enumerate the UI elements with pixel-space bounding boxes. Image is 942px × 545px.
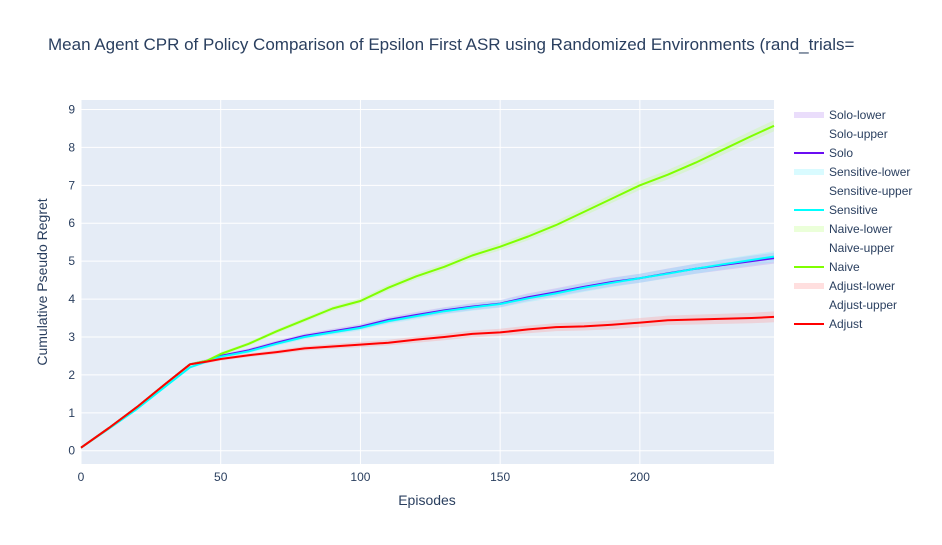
legend-item-adjust[interactable]: Adjust xyxy=(794,317,863,331)
legend-item-naive-lower[interactable]: Naive-lower xyxy=(794,222,892,236)
y-tick-label: 3 xyxy=(68,330,75,344)
legend-swatch xyxy=(794,283,824,289)
x-tick-label: 200 xyxy=(630,470,650,484)
band-naive xyxy=(81,120,774,449)
legend-item-solo[interactable]: Solo xyxy=(794,146,853,160)
y-tick-label: 0 xyxy=(68,444,75,458)
x-tick-label: 0 xyxy=(78,470,85,484)
y-tick-label: 8 xyxy=(68,140,75,154)
legend-swatch xyxy=(794,226,824,232)
legend-label: Sensitive-lower xyxy=(829,165,910,179)
legend-item-naive[interactable]: Naive xyxy=(794,260,860,274)
legend-item-sensitive-upper[interactable]: Sensitive-upper xyxy=(829,184,912,198)
line-sensitive xyxy=(80,255,775,449)
legend-label: Adjust xyxy=(829,317,863,331)
y-tick-labels: 0 1 2 3 4 5 6 7 8 9 xyxy=(68,102,75,457)
legend-item-adjust-upper[interactable]: Adjust-upper xyxy=(829,298,897,312)
legend-item-solo-upper[interactable]: Solo-upper xyxy=(829,127,888,141)
y-tick-label: 4 xyxy=(68,292,75,306)
legend-item-sensitive-lower[interactable]: Sensitive-lower xyxy=(794,165,910,179)
y-tick-label: 1 xyxy=(68,406,75,420)
x-tick-labels: 0 50 100 150 200 xyxy=(78,470,651,484)
x-tick-label: 100 xyxy=(350,470,370,484)
legend-label: Sensitive xyxy=(829,203,878,217)
y-tick-label: 9 xyxy=(68,102,75,116)
x-tick-label: 150 xyxy=(490,470,510,484)
legend-label: Naive-lower xyxy=(829,222,892,236)
y-axis-title: Cumulative Pseudo Regret xyxy=(34,198,50,365)
legend[interactable]: Solo-lower Solo-upper Solo Sensitive-lower S… xyxy=(794,108,912,331)
legend-item-adjust-lower[interactable]: Adjust-lower xyxy=(794,279,895,293)
legend-label: Solo-upper xyxy=(829,127,888,141)
y-tick-label: 6 xyxy=(68,216,75,230)
legend-item-solo-lower[interactable]: Solo-lower xyxy=(794,108,886,122)
x-tick-label: 50 xyxy=(214,470,228,484)
legend-label: Solo xyxy=(829,146,853,160)
y-tick-label: 2 xyxy=(68,368,75,382)
band-solo xyxy=(81,252,774,449)
line-adjust xyxy=(80,315,775,449)
legend-label: Naive-upper xyxy=(829,241,894,255)
legend-swatch xyxy=(794,169,824,175)
legend-swatch xyxy=(794,112,824,118)
legend-item-naive-upper[interactable]: Naive-upper xyxy=(829,241,894,255)
legend-label: Naive xyxy=(829,260,860,274)
band-sensitive xyxy=(81,251,774,449)
grid-lines xyxy=(80,100,774,464)
x-axis-title: Episodes xyxy=(398,492,456,508)
legend-label: Sensitive-upper xyxy=(829,184,912,198)
series-lines xyxy=(80,124,775,449)
legend-label: Solo-lower xyxy=(829,108,886,122)
y-tick-label: 7 xyxy=(68,178,75,192)
y-tick-label: 5 xyxy=(68,254,75,268)
legend-item-sensitive[interactable]: Sensitive xyxy=(794,203,878,217)
plot-background xyxy=(81,100,774,464)
legend-label: Adjust-lower xyxy=(829,279,895,293)
legend-label: Adjust-upper xyxy=(829,298,897,312)
chart-title: Mean Agent CPR of Policy Comparison of E… xyxy=(48,35,855,54)
